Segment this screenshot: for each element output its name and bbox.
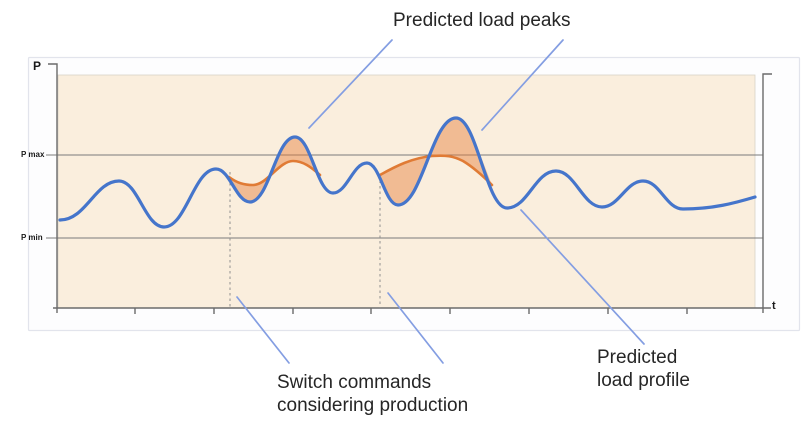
profile-annotation: Predicted load profile <box>597 347 690 391</box>
shaved-profile-curve-2 <box>378 154 494 187</box>
leader-switch-1 <box>236 296 290 364</box>
peaks-annotation: Predicted load peaks <box>393 10 571 31</box>
y-axis-label: P <box>33 59 42 73</box>
load-profile-curve <box>58 116 757 229</box>
leader-peaks-right <box>481 39 564 131</box>
shaved-profile-curve-1 <box>227 159 322 187</box>
x-axis-label: t <box>772 300 776 312</box>
y-axis <box>48 63 58 313</box>
right-axis <box>762 73 772 313</box>
x-axis-ticks <box>134 308 688 314</box>
switch-annotation: Switch commands considering production <box>277 372 469 416</box>
plot-area <box>57 74 756 309</box>
leader-peaks-left <box>308 39 393 129</box>
leader-switch-2 <box>387 292 444 364</box>
p-min-label: P min <box>21 233 43 242</box>
leader-profile <box>520 209 645 345</box>
peak-shift-fill-2 <box>380 118 492 205</box>
p-max-label: P max <box>21 150 45 159</box>
